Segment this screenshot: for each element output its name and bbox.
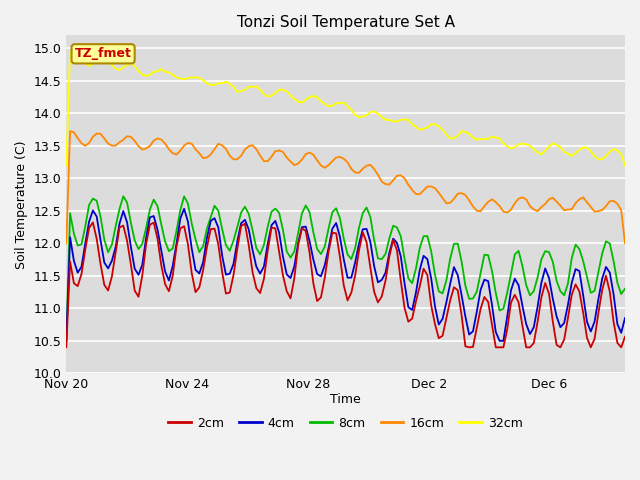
- Text: TZ_fmet: TZ_fmet: [75, 48, 132, 60]
- Y-axis label: Soil Temperature (C): Soil Temperature (C): [15, 140, 28, 269]
- Legend: 2cm, 4cm, 8cm, 16cm, 32cm: 2cm, 4cm, 8cm, 16cm, 32cm: [163, 412, 528, 435]
- Title: Tonzi Soil Temperature Set A: Tonzi Soil Temperature Set A: [237, 15, 454, 30]
- X-axis label: Time: Time: [330, 393, 361, 406]
